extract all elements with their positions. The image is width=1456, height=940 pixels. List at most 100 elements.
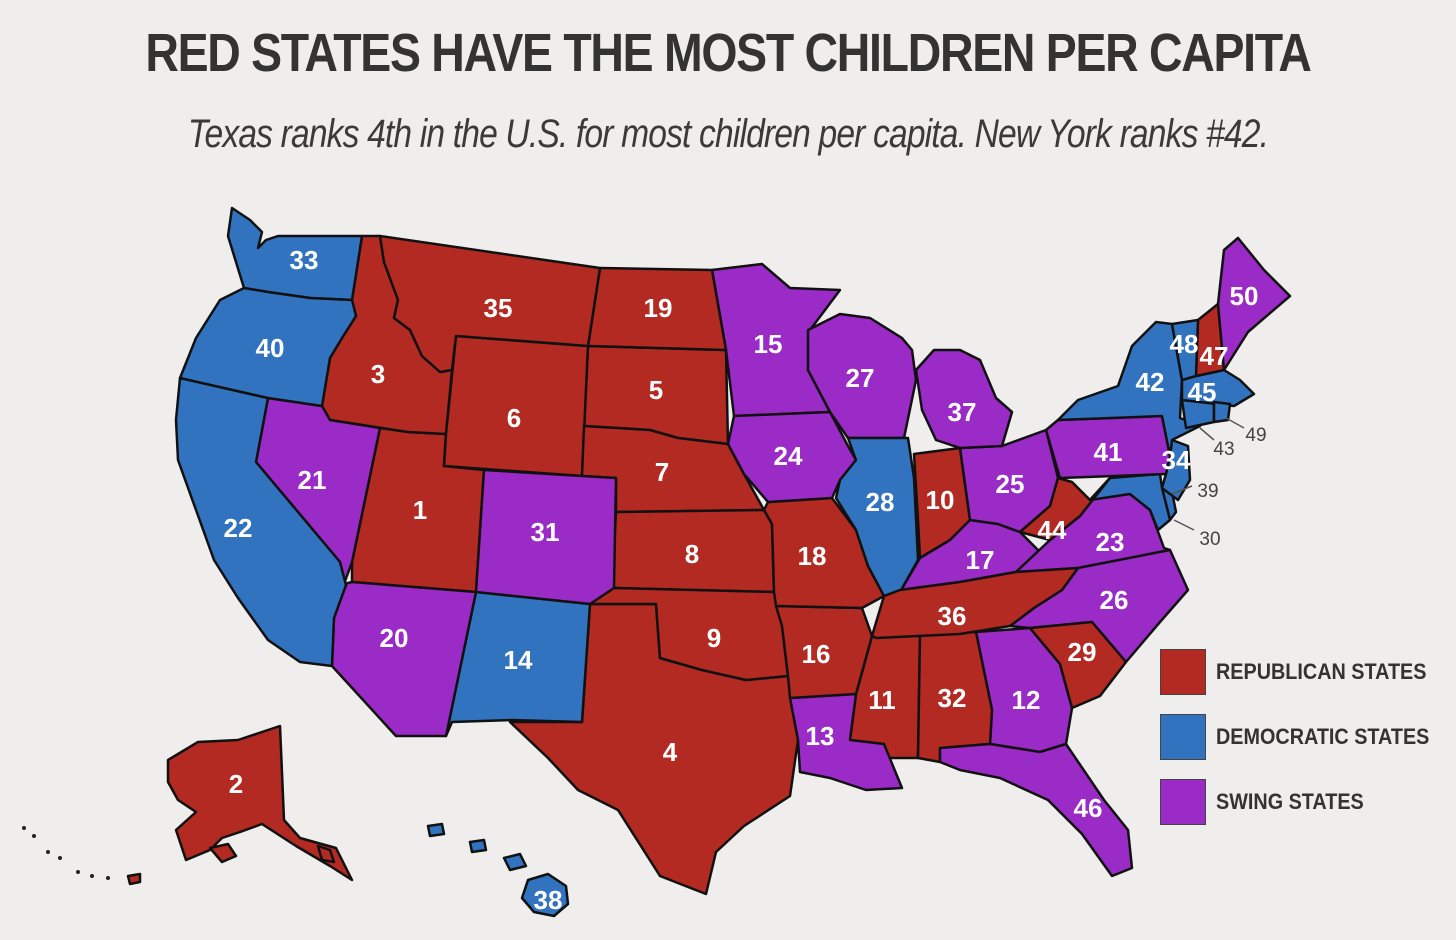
rank-label-colorado: 31 xyxy=(531,517,560,547)
aleutian-island-dot xyxy=(76,870,80,874)
hawaii-island xyxy=(502,852,528,872)
aleutian-island-dot xyxy=(106,876,110,880)
legend-label-democratic: DEMOCRATIC STATES xyxy=(1216,724,1430,749)
state-louisiana xyxy=(788,692,904,792)
legend-item-swing: SWING STATES xyxy=(1160,778,1453,826)
legend-swatch-swing xyxy=(1160,779,1206,825)
state-south-carolina xyxy=(1028,620,1128,710)
legend-label-republican: REPUBLICAN STATES xyxy=(1216,659,1427,684)
state-washington xyxy=(226,206,364,302)
rank-label-minnesota: 15 xyxy=(754,329,783,359)
state-michigan xyxy=(914,348,1014,450)
legend-item-democratic: DEMOCRATIC STATES xyxy=(1160,713,1453,761)
rank-label-wisconsin: 27 xyxy=(846,363,875,393)
rank-label-wyoming: 6 xyxy=(507,403,521,433)
aleutian-island-dot xyxy=(46,850,50,854)
alaska-island xyxy=(126,872,142,886)
legend-item-republican: REPUBLICAN STATES xyxy=(1160,648,1453,696)
rank-label-maine: 50 xyxy=(1230,281,1259,311)
rank-label-alaska: 2 xyxy=(229,769,243,799)
aleutian-island-dot xyxy=(90,874,94,878)
state-illinois xyxy=(834,436,920,598)
alaska-island xyxy=(208,842,238,864)
state-maine xyxy=(1216,236,1292,372)
state-oklahoma xyxy=(588,586,790,682)
rank-label-iowa: 24 xyxy=(774,441,803,471)
rank-label-delaware: 30 xyxy=(1199,529,1220,550)
rank-label-new-york: 42 xyxy=(1136,367,1165,397)
state-hawaii xyxy=(520,872,570,918)
state-rhode-island xyxy=(1212,400,1232,424)
state-iowa xyxy=(726,410,858,504)
leader-line-delaware xyxy=(1173,519,1195,531)
rank-label-vermont: 48 xyxy=(1170,329,1199,359)
state-west-virginia xyxy=(1018,476,1112,542)
state-vermont xyxy=(1170,318,1200,382)
state-california xyxy=(174,376,348,668)
rank-label-washington: 33 xyxy=(290,245,319,275)
hawaii-island xyxy=(468,838,488,854)
state-arkansas xyxy=(774,604,874,700)
rank-label-kansas: 8 xyxy=(685,539,699,569)
rank-label-missouri: 18 xyxy=(798,541,827,571)
state-colorado xyxy=(474,468,618,606)
rank-label-rhode-island: 49 xyxy=(1245,425,1266,446)
rank-label-idaho: 3 xyxy=(371,359,385,389)
rank-label-illinois: 28 xyxy=(866,487,895,517)
rank-label-virginia: 23 xyxy=(1096,527,1125,557)
rank-label-oklahoma: 9 xyxy=(707,623,721,653)
hawaii-island xyxy=(426,822,446,838)
rank-label-mississippi: 11 xyxy=(868,685,896,715)
rank-label-california: 22 xyxy=(224,513,253,543)
rank-label-nebraska: 7 xyxy=(655,457,669,487)
aleutian-island-dot xyxy=(22,826,26,830)
state-oregon xyxy=(178,286,358,408)
rank-label-ohio: 25 xyxy=(996,469,1025,499)
rank-label-nevada: 21 xyxy=(298,465,327,495)
rank-label-utah: 1 xyxy=(413,495,427,525)
state-montana xyxy=(378,234,602,374)
legend-label-swing: SWING STATES xyxy=(1216,789,1364,814)
leader-line-maryland xyxy=(1171,485,1193,495)
rank-label-north-dakota: 19 xyxy=(644,293,673,323)
legend-swatch-republican xyxy=(1160,649,1206,695)
map-subtitle: Texas ranks 4th in the U.S. for most chi… xyxy=(187,112,1269,156)
state-alaska xyxy=(166,724,354,882)
rank-label-south-carolina: 29 xyxy=(1068,637,1097,667)
legend: REPUBLICAN STATES DEMOCRATIC STATES SWIN… xyxy=(1160,648,1453,843)
rank-label-texas: 4 xyxy=(663,737,678,767)
alaska-island xyxy=(316,844,336,864)
rank-label-georgia: 12 xyxy=(1012,685,1041,715)
rank-label-massachusetts: 45 xyxy=(1188,377,1217,407)
aleutian-island-dot xyxy=(32,834,36,838)
rank-label-arizona: 20 xyxy=(380,623,409,653)
rank-label-alabama: 32 xyxy=(938,683,967,713)
rank-label-montana: 35 xyxy=(484,293,513,323)
leader-line-rhode-island xyxy=(1225,417,1245,429)
rank-label-west-virginia: 44 xyxy=(1038,515,1067,545)
rank-label-florida: 46 xyxy=(1074,793,1103,823)
aleutian-island-dot xyxy=(58,856,62,860)
legend-swatch-democratic xyxy=(1160,714,1206,760)
rank-label-michigan: 37 xyxy=(948,397,977,427)
map-title: RED STATES HAVE THE MOST CHILDREN PER CA… xyxy=(145,23,1312,83)
rank-label-oregon: 40 xyxy=(256,333,285,363)
rank-label-new-mexico: 14 xyxy=(504,645,533,675)
rank-label-maryland: 39 xyxy=(1197,481,1218,502)
state-tennessee xyxy=(870,566,1080,640)
rank-label-louisiana: 13 xyxy=(806,721,835,751)
rank-label-new-jersey: 34 xyxy=(1162,445,1191,475)
rank-label-connecticut: 43 xyxy=(1213,439,1234,460)
rank-label-arkansas: 16 xyxy=(802,639,831,669)
rank-label-kentucky: 17 xyxy=(966,545,995,575)
leader-line-connecticut xyxy=(1199,427,1215,441)
rank-label-north-carolina: 26 xyxy=(1100,585,1129,615)
rank-label-indiana: 10 xyxy=(926,485,955,515)
rank-label-pennsylvania: 41 xyxy=(1094,437,1123,467)
rank-label-south-dakota: 5 xyxy=(649,375,663,405)
rank-label-tennessee: 36 xyxy=(938,601,967,631)
state-florida xyxy=(938,742,1134,878)
state-wisconsin xyxy=(806,312,918,440)
rank-label-new-hampshire: 47 xyxy=(1200,341,1229,371)
